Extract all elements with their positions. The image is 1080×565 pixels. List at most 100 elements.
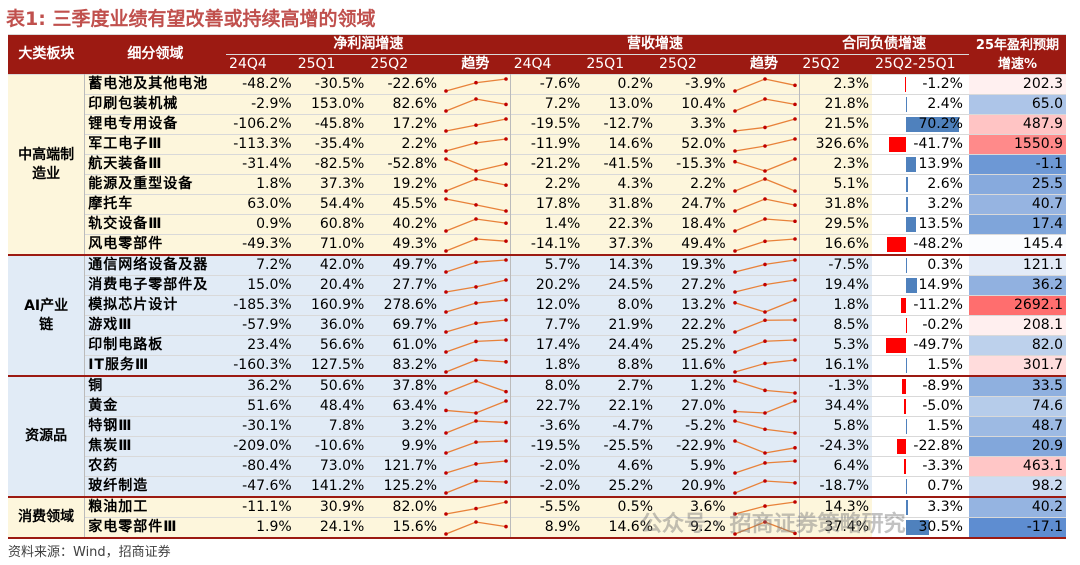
profit-trend-cell (440, 456, 512, 477)
trend-point (792, 317, 797, 322)
trend-point (444, 329, 448, 334)
profit-growth-cell: 23.4% (226, 335, 295, 356)
table-row: 资源品铜 36.2% 50.6% 37.8% 8.0% 2.7% 1.2% -1.3% -8.9… (8, 375, 1066, 498)
revenue-growth-cell: 24.4% (583, 335, 657, 356)
trend-line (445, 77, 507, 92)
revenue-growth-cell: -15.3% (656, 154, 729, 175)
subsector-name: 粮油加工 (84, 496, 227, 518)
contract-diff-cell: -5.0% (872, 396, 969, 417)
contract-diff-cell: 30.5% (872, 517, 969, 539)
trend-point (762, 216, 767, 221)
profit-trend-cell (440, 154, 512, 175)
revenue-growth-cell: 24.7% (656, 194, 729, 215)
revenue-growth-cell: -22.9% (656, 436, 729, 457)
forecast-growth-cell: 463.1 (968, 456, 1066, 477)
revenue-trend-cell (728, 254, 800, 276)
contract-diff-cell: 13.5% (872, 214, 969, 235)
revenue-growth-cell: 3.3% (656, 114, 729, 135)
trend-point (792, 218, 797, 223)
contract-liability-cell: 5.8% (799, 416, 873, 437)
profit-growth-cell: 82.0% (367, 496, 441, 518)
header-profit-trend: 趋势 (440, 54, 511, 75)
forecast-growth-cell: 74.6 (968, 396, 1066, 417)
forecast-growth-cell: 2692.1 (968, 295, 1066, 316)
trend-point (762, 361, 767, 365)
contract-diff-bar (903, 399, 906, 414)
trend-point (732, 438, 737, 443)
revenue-trend-cell (728, 234, 800, 256)
trend-point (762, 196, 767, 201)
profit-growth-cell: 71.0% (294, 234, 368, 256)
trend-point (732, 289, 737, 294)
profit-growth-cell: 56.6% (294, 335, 368, 356)
revenue-trend-cell (728, 74, 800, 95)
profit-growth-cell: 54.4% (294, 194, 368, 215)
profit-sparkline (444, 519, 508, 536)
profit-trend-cell (440, 295, 512, 316)
trend-line (734, 177, 795, 192)
forecast-growth-cell: 487.9 (968, 114, 1066, 135)
watermark: 公众号 · 招商证券策略研究 (640, 512, 906, 537)
profit-growth-cell: 30.9% (294, 496, 368, 518)
profit-growth-cell: 49.3% (367, 234, 441, 256)
trend-point (732, 349, 737, 354)
trend-point (732, 108, 737, 113)
revenue-trend-cell (728, 476, 800, 498)
table-row: 农药 -80.4% 73.0% 121.7% -2.0% 4.6% 5.9% 6.4% -3.3… (8, 456, 1066, 477)
contract-diff-cell: 1.5% (872, 355, 969, 377)
trend-point (474, 176, 478, 181)
revenue-trend-cell (728, 456, 800, 477)
trend-point (474, 378, 478, 383)
table-row: IT服务Ⅲ -160.3% 127.5% 83.2% 1.8% 8.8% 11.6% 16.1… (8, 355, 1066, 377)
profit-sparkline (444, 156, 508, 173)
trend-point (474, 168, 478, 173)
trend-point (792, 499, 797, 504)
subsector-name: 蓄电池及其他电池 (84, 74, 227, 95)
forecast-growth-cell: -17.1 (968, 517, 1066, 539)
revenue-growth-cell: 25.2% (583, 476, 657, 498)
profit-sparkline (444, 136, 508, 153)
profit-growth-cell: 19.2% (367, 174, 441, 195)
profit-trend-cell (440, 315, 512, 336)
category-cell: 资源品 (8, 375, 86, 498)
trend-point (792, 480, 797, 485)
subsector-name: 摩托车 (84, 194, 227, 215)
revenue-growth-cell: 49.4% (656, 234, 729, 256)
revenue-growth-cell: 17.4% (510, 335, 584, 356)
contract-diff-value: -5.0% (922, 398, 963, 414)
trend-point (474, 140, 478, 145)
profit-trend-cell (440, 234, 512, 256)
profit-growth-cell: 2.2% (367, 134, 441, 155)
profit-growth-cell: 15.6% (367, 517, 441, 539)
contract-diff-value: -3.3% (922, 458, 963, 474)
contract-diff-value: 0.3% (927, 257, 963, 273)
contract-diff-value: 0.7% (927, 478, 963, 494)
revenue-growth-cell: 20.2% (510, 275, 584, 296)
trend-point (474, 122, 478, 127)
profit-trend-cell (440, 416, 512, 437)
revenue-trend-cell (728, 114, 800, 135)
profit-trend-cell (440, 74, 512, 95)
revenue-growth-cell: -2.0% (510, 476, 584, 498)
revenue-sparkline (732, 76, 797, 93)
contract-diff-bar (902, 379, 906, 394)
trend-point (762, 388, 767, 392)
trend-point (732, 369, 737, 374)
header-revenue-25q2: 25Q2 (656, 54, 729, 75)
table-row: 消费领域 粮油加工 -11.1% 30.9% 82.0% -5.5% 0.5% 3.6% 14.… (8, 496, 1066, 539)
contract-diff-cell: 14.9% (872, 275, 969, 296)
revenue-growth-cell: 4.3% (583, 174, 657, 195)
forecast-growth-cell: 82.0 (968, 335, 1066, 356)
subsector-name: 通信网络设备及器 (84, 254, 227, 276)
trend-point (732, 409, 737, 413)
trend-point (792, 202, 797, 207)
contract-diff-value: -8.9% (922, 378, 963, 394)
revenue-sparkline (732, 277, 797, 294)
subsector-name: 印刷包装机械 (84, 94, 227, 115)
table-row: 焦炭Ⅲ -209.0% -10.6% 9.9% -19.5% -25.5% -22.9% -2… (8, 436, 1066, 457)
profit-trend-cell (440, 335, 512, 356)
trend-point (474, 519, 478, 524)
table-body: 中高端制造业 蓄电池及其他电池 -48.2% -30.5% -22.6% -7.6% 0.2… (8, 74, 1066, 539)
contract-liability-cell: 8.5% (799, 315, 873, 336)
table-row: 锂电专用设备 -106.2% -45.8% 17.2% -19.5% -12.7% 3.3%… (8, 114, 1066, 135)
